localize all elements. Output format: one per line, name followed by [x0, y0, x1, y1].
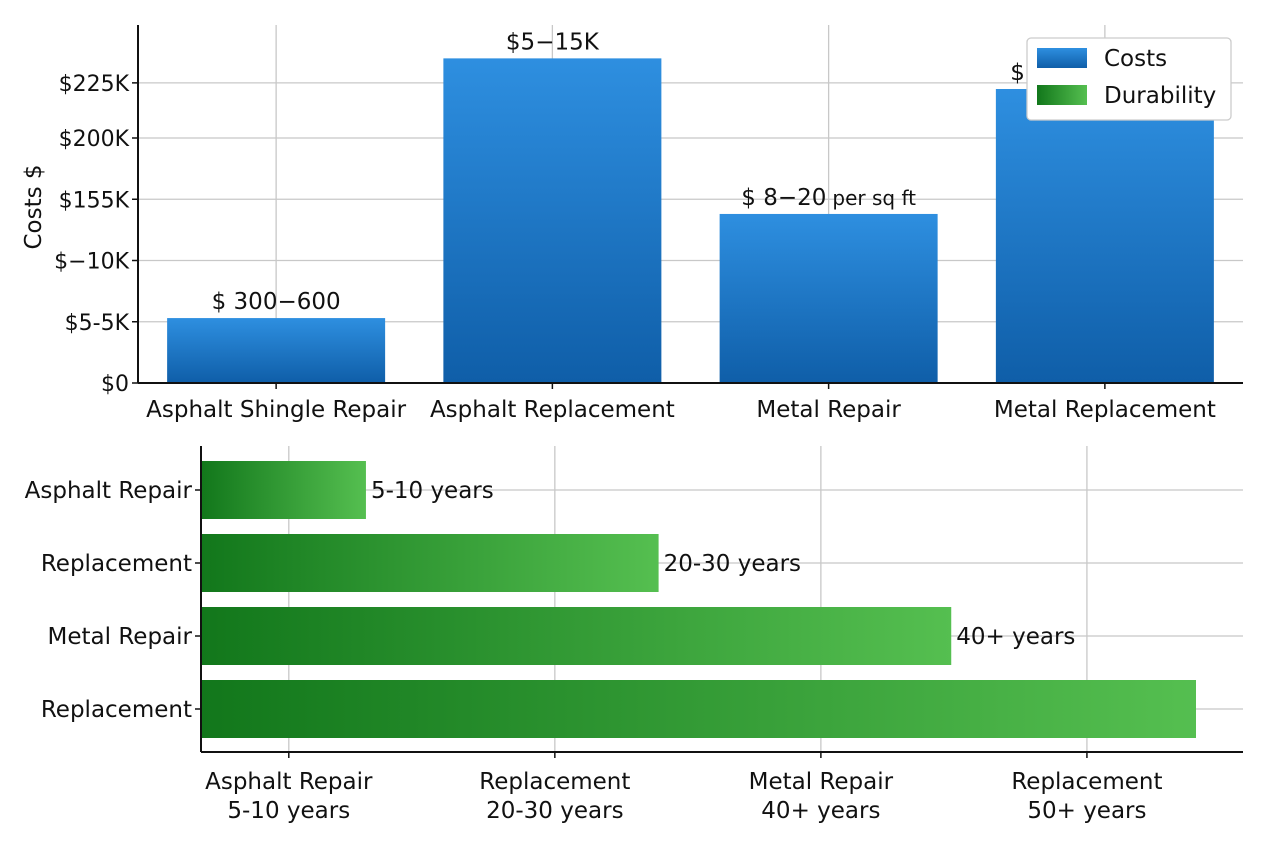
cost-y-tick-label: $200K: [59, 127, 130, 152]
legend: Costs Durability: [1026, 37, 1232, 121]
durability-category-label: Metal Repair: [48, 624, 193, 650]
durability-x-tick-label: Replacement 20-30 years: [479, 769, 630, 824]
cost-category-label: Metal Repair: [756, 397, 901, 423]
durability-x-tick-label-line1: Replacement: [1011, 769, 1162, 795]
cost-category-label: Asphalt Shingle Repair: [146, 397, 406, 423]
durability-x-tick-label: Asphalt Repair 5-10 years: [205, 769, 373, 824]
durability-category-label: Asphalt Repair: [25, 478, 193, 504]
cost-bar: [719, 213, 938, 383]
durability-x-tick-label-line2: 5-10 years: [227, 798, 350, 824]
cost-bar: [167, 318, 386, 383]
durability-x-tick-label: Metal Repair 40+ years: [749, 769, 894, 824]
cost-bar-label-main: $5−15K: [506, 29, 600, 55]
durability-x-tick-label-line1: Replacement: [479, 769, 630, 795]
durability-x-tick-label-line2: 50+ years: [1027, 798, 1146, 824]
durability-bar-label: 20-30 years: [664, 551, 801, 577]
legend-swatch: [1037, 48, 1087, 68]
durability-x-tick-label-line1: Metal Repair: [749, 769, 894, 795]
cost-chart: $ 300−600 Asphalt Shingle Repair $5−15K Asp…: [21, 25, 1243, 423]
durability-x-tick-label-line2: 40+ years: [761, 798, 880, 824]
cost-bar: [995, 89, 1214, 383]
durability-category-label: Replacement: [41, 551, 192, 577]
durability-x-tick-label-line2: 20-30 years: [486, 798, 623, 824]
cost-bar-label-main: $ 300−600: [212, 289, 341, 315]
cost-category-label: Metal Replacement: [994, 397, 1216, 423]
legend-swatch: [1037, 85, 1087, 105]
durability-bar: [201, 680, 1196, 738]
durability-bar: [201, 607, 952, 665]
cost-y-tick-label: $0: [101, 372, 129, 397]
cost-bar-label-main: $ 8−20: [741, 185, 826, 211]
durability-bar: [201, 461, 366, 519]
cost-y-tick-label: $155K: [59, 188, 130, 213]
durability-bar-label: 40+ years: [956, 624, 1075, 650]
cost-y-tick-label: $5-5K: [65, 311, 130, 336]
durability-bar: [201, 534, 659, 592]
cost-bar-label: $ 300−600: [212, 289, 341, 315]
durability-x-tick-label: Replacement 50+ years: [1011, 769, 1162, 824]
cost-bar-label-suffix: per sq ft: [832, 186, 916, 210]
cost-bar-label: $5−15K: [506, 29, 600, 55]
durability-bar-label: 5-10 years: [371, 478, 494, 504]
cost-category-label: Asphalt Replacement: [430, 397, 675, 423]
cost-y-tick-label: $−10K: [54, 250, 129, 275]
cost-y-axis-label: Costs $: [21, 164, 47, 249]
legend-entry: Costs: [1104, 46, 1167, 72]
legend-entry: Durability: [1104, 83, 1216, 109]
durability-x-tick-label-line1: Asphalt Repair: [205, 769, 373, 795]
cost-y-tick-label: $225K: [59, 72, 130, 97]
cost-bar: [443, 58, 662, 383]
durability-category-label: Replacement: [41, 697, 192, 723]
cost-bar-label: $ 8−20 per sq ft: [741, 185, 916, 211]
